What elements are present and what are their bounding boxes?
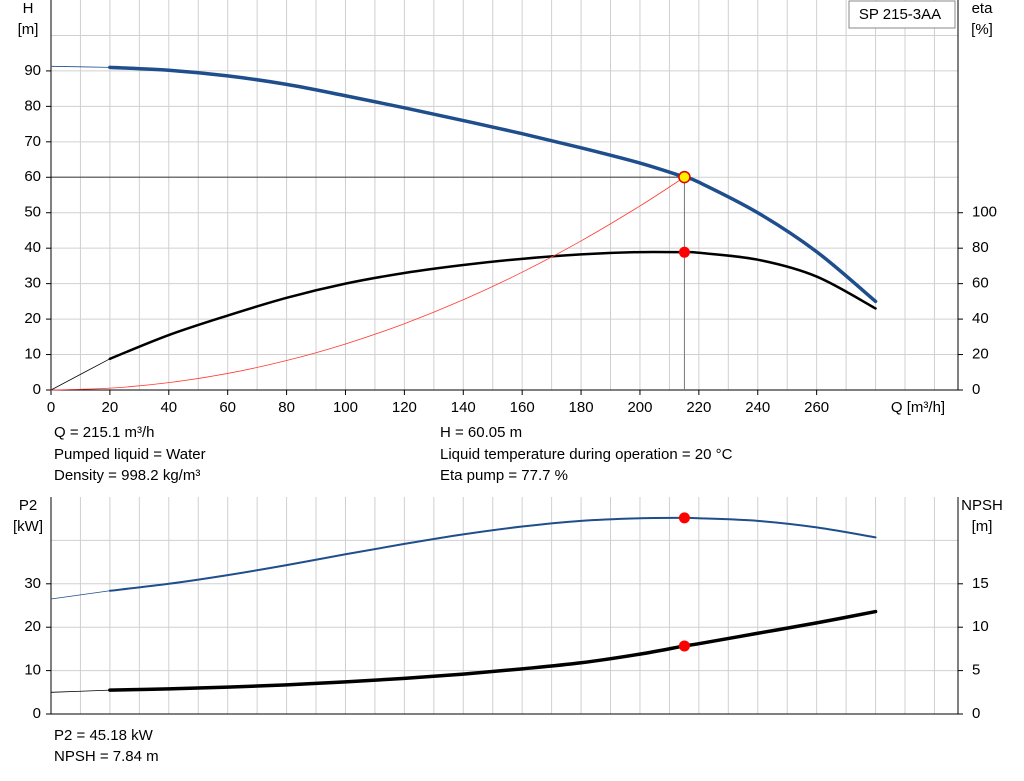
y-tick-label: 60 xyxy=(24,168,41,185)
x-tick-label: 20 xyxy=(102,399,119,416)
x-tick-label: 200 xyxy=(627,399,652,416)
operating-point xyxy=(678,640,690,652)
y2-tick-label: 0 xyxy=(972,381,980,398)
x-tick-label: 180 xyxy=(569,399,594,416)
y-tick-label: 40 xyxy=(24,239,41,256)
x-tick-label: 260 xyxy=(804,399,829,416)
y-tick-label: 30 xyxy=(24,575,41,592)
curve-extension xyxy=(50,689,111,693)
y2-tick-label: 20 xyxy=(972,346,989,363)
y-tick-label: 20 xyxy=(24,618,41,635)
y2-label: NPSH xyxy=(961,497,1003,514)
y-tick-label: 10 xyxy=(24,346,41,363)
y2-tick-label: 100 xyxy=(972,204,997,221)
info: Density = 998.2 kg/m³ xyxy=(54,467,200,484)
x-tick-label: 120 xyxy=(392,399,417,416)
curve-extension xyxy=(50,65,111,68)
x-tick-label: 220 xyxy=(686,399,711,416)
y2-unit: [%] xyxy=(971,21,993,38)
y-tick-label: 10 xyxy=(24,662,41,679)
y-label: H xyxy=(23,0,34,17)
y2-tick-label: 80 xyxy=(972,239,989,256)
operating-point xyxy=(678,170,691,184)
y2-tick-label: 40 xyxy=(972,310,989,327)
y2-tick-label: 15 xyxy=(972,575,989,592)
y-tick-label: 20 xyxy=(24,310,41,327)
y-unit: [kW] xyxy=(13,518,43,535)
operating-point xyxy=(678,512,690,524)
y2-tick-label: 60 xyxy=(972,275,989,292)
y2-tick-label: 5 xyxy=(972,662,980,679)
y-tick-label: 0 xyxy=(33,381,41,398)
y2-label: eta xyxy=(972,0,994,17)
x-tick-label: 160 xyxy=(510,399,535,416)
info: Q = 215.1 m³/h xyxy=(54,424,154,441)
y-tick-label: 80 xyxy=(24,97,41,114)
y-label: P2 xyxy=(19,497,37,514)
y2-tick-label: 0 xyxy=(972,705,980,722)
info: Liquid temperature during operation = 20… xyxy=(440,446,733,463)
info: NPSH = 7.84 m xyxy=(54,748,159,765)
y-tick-label: 90 xyxy=(24,62,41,79)
y2-tick-label: 10 xyxy=(972,618,989,635)
curve-extension xyxy=(50,590,111,600)
curve xyxy=(108,250,877,361)
y-tick-label: 50 xyxy=(24,204,41,221)
y-tick-label: 30 xyxy=(24,275,41,292)
x-tick-label: 80 xyxy=(278,399,295,416)
badge: SP 215-3AA xyxy=(859,6,941,23)
x-tick-label: 0 xyxy=(47,399,55,416)
curve-extension xyxy=(50,358,111,391)
info: Eta pump = 77.7 % xyxy=(440,467,568,484)
badge-box xyxy=(848,0,956,29)
curve xyxy=(50,176,685,391)
curve xyxy=(108,65,878,304)
y-unit: [m] xyxy=(18,21,39,38)
curve xyxy=(108,609,878,692)
info: H = 60.05 m xyxy=(440,424,522,441)
y2-unit: [m] xyxy=(972,518,993,535)
info: Pumped liquid = Water xyxy=(54,446,206,463)
curve xyxy=(108,516,877,592)
x-tick-label: 100 xyxy=(333,399,358,416)
x-tick-label: 40 xyxy=(160,399,177,416)
operating-point xyxy=(678,246,690,258)
y-tick-label: 0 xyxy=(33,705,41,722)
x-tick-label: 60 xyxy=(219,399,236,416)
info: P2 = 45.18 kW xyxy=(54,727,154,744)
x-label: Q [m³/h] xyxy=(891,399,945,416)
x-tick-label: 140 xyxy=(451,399,476,416)
x-tick-label: 240 xyxy=(745,399,770,416)
y-tick-label: 70 xyxy=(24,133,41,150)
